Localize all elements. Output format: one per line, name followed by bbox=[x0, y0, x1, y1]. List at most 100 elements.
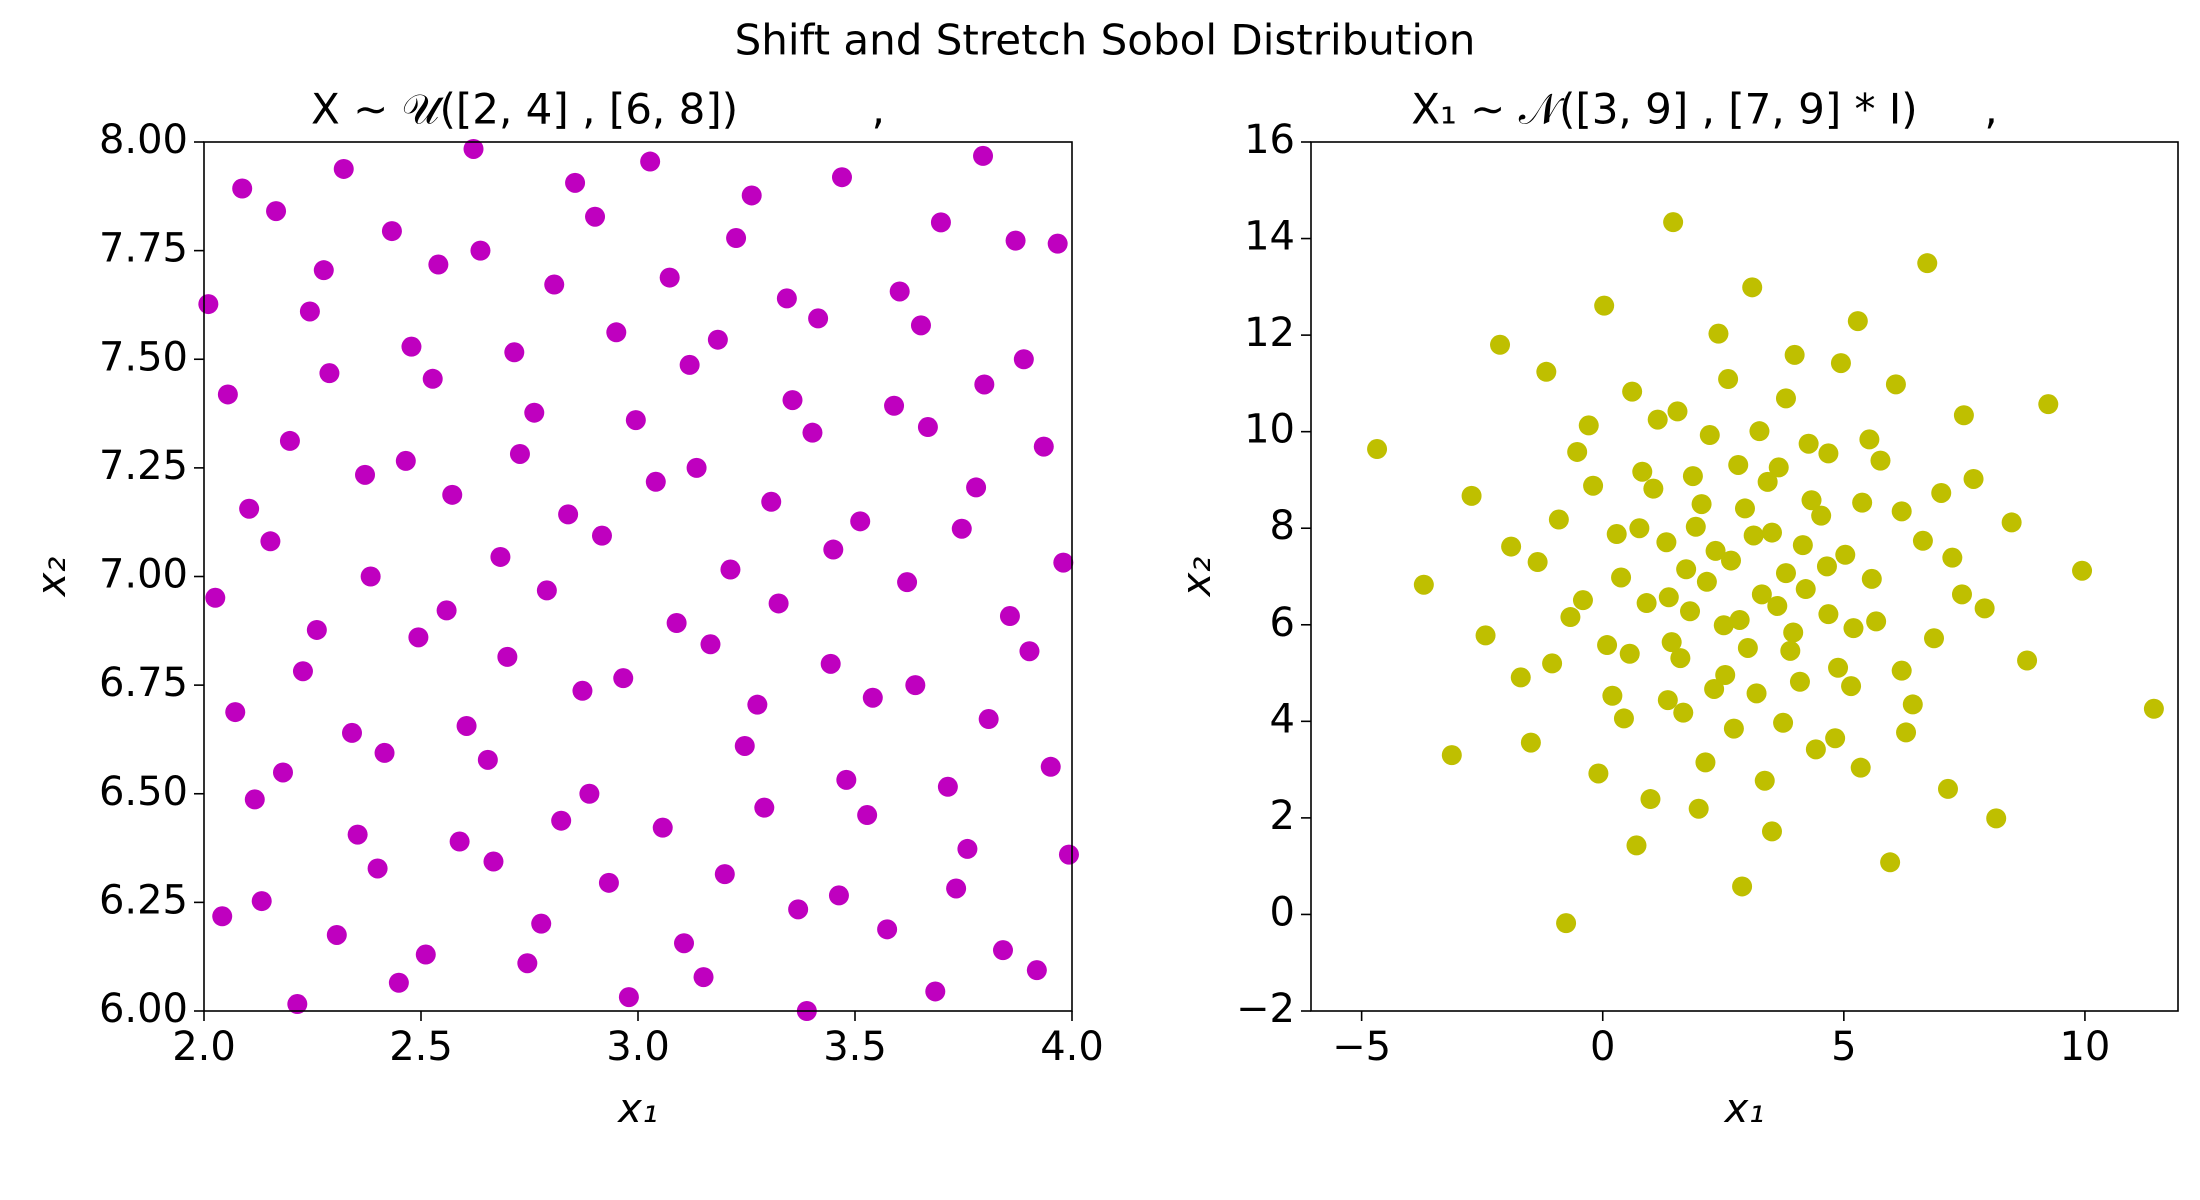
point bbox=[823, 539, 844, 560]
point bbox=[299, 301, 320, 322]
axes-frame bbox=[1310, 141, 2179, 1012]
point bbox=[761, 491, 782, 512]
point bbox=[579, 783, 600, 804]
y-axis-label: x₂ bbox=[1174, 557, 1220, 599]
point bbox=[1367, 439, 1388, 460]
point bbox=[244, 789, 265, 810]
point bbox=[957, 838, 978, 859]
y-tick-label: 0 bbox=[1270, 889, 1295, 935]
point bbox=[1880, 852, 1901, 873]
point bbox=[978, 709, 999, 730]
point bbox=[1917, 253, 1938, 274]
point bbox=[910, 315, 931, 336]
point bbox=[1749, 421, 1770, 442]
point bbox=[1783, 622, 1804, 643]
point bbox=[287, 994, 308, 1015]
y-tick-label: 6.25 bbox=[99, 877, 188, 923]
point bbox=[1636, 593, 1657, 614]
point bbox=[1629, 518, 1650, 539]
point bbox=[754, 797, 775, 818]
point bbox=[1761, 821, 1782, 842]
point bbox=[1501, 536, 1522, 557]
point bbox=[1835, 544, 1856, 565]
point bbox=[1040, 756, 1061, 777]
point bbox=[1058, 844, 1079, 865]
point bbox=[1685, 516, 1706, 537]
point bbox=[905, 675, 926, 696]
point bbox=[456, 715, 477, 736]
point bbox=[536, 580, 557, 601]
x-axis-label: x₁ bbox=[1723, 1086, 1765, 1132]
point bbox=[449, 831, 470, 852]
point bbox=[1723, 718, 1744, 739]
point bbox=[2143, 698, 2164, 719]
point bbox=[463, 138, 484, 159]
point bbox=[313, 260, 334, 281]
point bbox=[292, 661, 313, 682]
point bbox=[470, 240, 491, 261]
point bbox=[884, 395, 905, 416]
point bbox=[1891, 501, 1912, 522]
point bbox=[1841, 676, 1862, 697]
point bbox=[1696, 571, 1717, 592]
point bbox=[946, 878, 967, 899]
point bbox=[544, 274, 565, 295]
point bbox=[820, 653, 841, 674]
point bbox=[1818, 443, 1839, 464]
point bbox=[442, 484, 463, 505]
point bbox=[1597, 635, 1618, 656]
point bbox=[1548, 509, 1569, 530]
point bbox=[279, 430, 300, 451]
point bbox=[1667, 401, 1688, 422]
x-tick-label: −5 bbox=[1332, 1024, 1391, 1070]
point bbox=[2072, 560, 2093, 581]
point bbox=[497, 646, 518, 667]
point bbox=[1715, 664, 1736, 685]
point bbox=[1728, 454, 1749, 475]
point bbox=[930, 212, 951, 233]
point bbox=[877, 919, 898, 940]
point bbox=[1708, 323, 1729, 344]
point bbox=[1640, 789, 1661, 810]
point bbox=[1695, 752, 1716, 773]
point bbox=[585, 206, 606, 227]
point bbox=[1729, 609, 1750, 630]
point bbox=[1019, 641, 1040, 662]
point bbox=[326, 924, 347, 945]
point bbox=[477, 749, 498, 770]
point bbox=[625, 410, 646, 431]
point bbox=[1663, 212, 1684, 233]
point bbox=[1647, 409, 1668, 430]
point bbox=[483, 851, 504, 872]
point bbox=[1680, 601, 1701, 622]
point bbox=[319, 363, 340, 384]
point bbox=[828, 885, 849, 906]
point bbox=[714, 864, 735, 885]
point bbox=[606, 322, 627, 343]
point bbox=[1757, 471, 1778, 492]
point bbox=[355, 464, 376, 485]
point bbox=[260, 531, 281, 552]
point bbox=[788, 899, 809, 920]
point bbox=[2017, 650, 2038, 671]
point bbox=[1583, 475, 1604, 496]
axes-frame bbox=[203, 141, 1073, 1012]
y-tick-label: 12 bbox=[1244, 310, 1295, 356]
point bbox=[381, 221, 402, 242]
point bbox=[974, 374, 995, 395]
point bbox=[388, 972, 409, 993]
point bbox=[1801, 490, 1822, 511]
point bbox=[1661, 632, 1682, 653]
point bbox=[937, 776, 958, 797]
point bbox=[1441, 745, 1462, 766]
point bbox=[1510, 667, 1531, 688]
y-axis-label: x₂ bbox=[29, 557, 75, 599]
point bbox=[1891, 660, 1912, 681]
point bbox=[1013, 349, 1034, 370]
point bbox=[1047, 233, 1068, 254]
point bbox=[1572, 590, 1593, 611]
point bbox=[1859, 429, 1880, 450]
point bbox=[1611, 567, 1632, 588]
point bbox=[1705, 540, 1726, 561]
point bbox=[1789, 671, 1810, 692]
